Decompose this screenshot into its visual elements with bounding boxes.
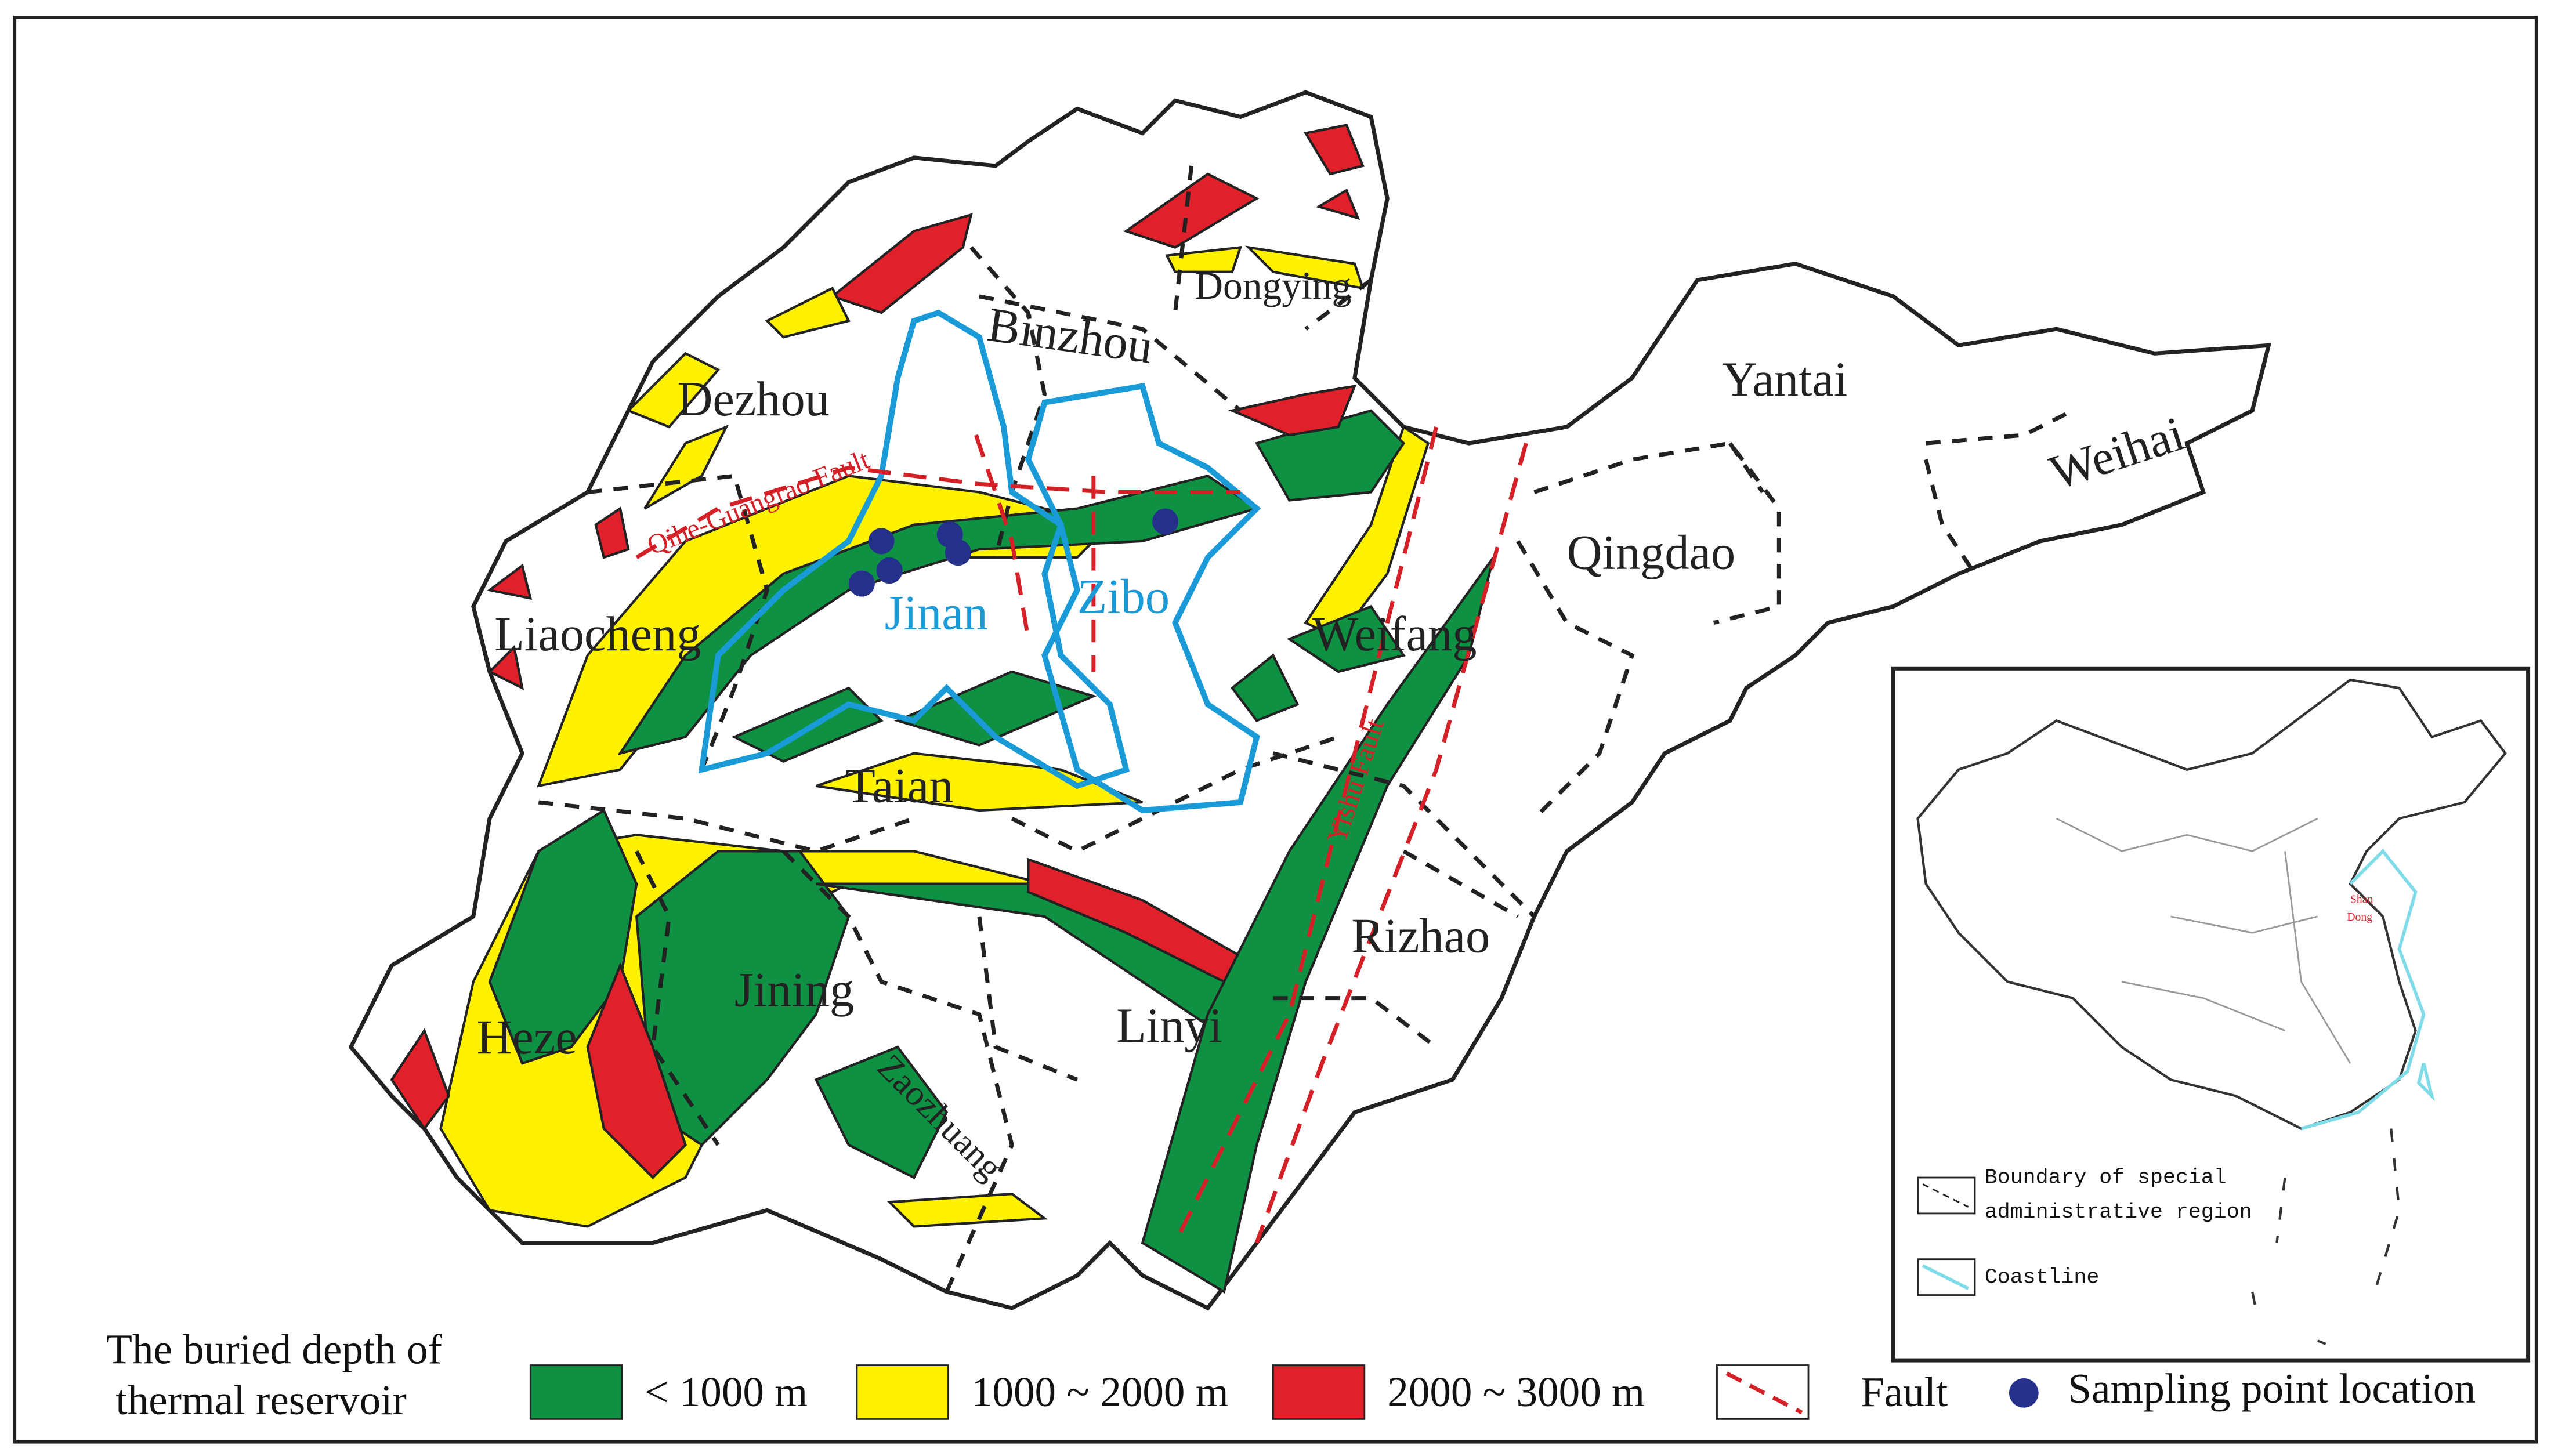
sampling-point [876,557,903,584]
inset-label: Shan [2350,893,2373,906]
legend-swatch [529,1364,623,1420]
zone-red [586,962,687,1180]
sampling-point [868,528,895,555]
legend-swatch [856,1364,949,1420]
inset-legend-symbol [1922,1183,1969,1208]
zone-red [487,644,524,690]
zone-yellow [1165,246,1243,273]
city-label: Rizhao [1351,909,1490,963]
zone-red [1315,189,1360,220]
inset-legend-symbol [1922,1264,1969,1290]
zone-red [594,506,630,559]
legend-swatch [1272,1364,1366,1420]
sampling-point [848,570,875,597]
china-outline [1916,678,2507,1130]
zone-yellow [643,424,729,510]
zone-red [1123,172,1260,249]
legend: The buried depth of thermal reservoir < … [106,1326,2476,1424]
fault [974,434,1030,640]
legend-label: < 1000 m [645,1368,808,1415]
city-label: Jining [734,963,854,1017]
zone-green [894,670,1098,747]
yishu-fault [1173,426,1439,1244]
zone-red [390,1028,451,1131]
zone-red [1304,124,1365,176]
inset-frame [1891,666,2531,1363]
inset-label: Dong [2347,911,2372,923]
province-outline [348,90,2271,1311]
coastline [2300,849,2435,1131]
zone-yellow [886,1193,1048,1228]
legend-title: thermal reservoir [115,1377,407,1424]
zibo-boundary [1025,383,1261,814]
zone-yellow [765,287,851,339]
legend-fault-symbol [1725,1371,1803,1415]
legend-label: Sampling point location [2068,1365,2476,1412]
nine-dash-line [2251,1128,2401,1345]
jinan-boundary [698,309,1130,789]
zone-red [1228,384,1357,437]
legend-label: 2000 ~ 3000 m [1387,1368,1645,1415]
city-label: Linyi [1116,999,1222,1053]
city-label: Weifang [1312,607,1477,661]
zone-yellow [626,352,721,429]
sampling-point [945,539,971,566]
inset-legend-label: Coastline [1985,1265,2099,1289]
province-lines [2056,817,2351,1064]
sampling-point [1152,508,1179,535]
inset-map: Shan Dong Boundary of special administra… [1891,666,2531,1363]
legend-label: 1000 ~ 2000 m [971,1368,1229,1415]
inset-legend-label: administrative region [1985,1200,2252,1224]
city-label: Zibo [1077,570,1170,624]
zone-green [1231,653,1300,722]
sampling-points [848,508,1179,597]
zone-green [1286,604,1406,673]
city-label: Taian [845,759,953,813]
zone-green [814,1045,949,1179]
city-label: Yantai [1722,353,1847,407]
city-label: Qingdao [1567,526,1736,579]
zone-green [488,808,638,1065]
zone-red [830,213,973,314]
legend-dot [2009,1378,2039,1408]
qihe-guangrao-fault [635,465,1241,560]
city-label: Dezhou [677,372,829,426]
legend-title: The buried depth of [106,1326,442,1373]
city-label: Heze [476,1010,577,1064]
legend-label: Fault [1861,1368,1948,1415]
inset-legend-label: Boundary of special [1985,1166,2227,1190]
city-boundary [538,165,2074,1293]
city-label: Jinan [885,586,988,640]
city-label: Dongying [1195,264,1351,307]
zone-red [486,563,533,600]
province-map: Dongying Binzhou Dezhou Yantai Weihai Qi… [348,90,2271,1311]
city-label: Liaocheng [494,607,701,661]
